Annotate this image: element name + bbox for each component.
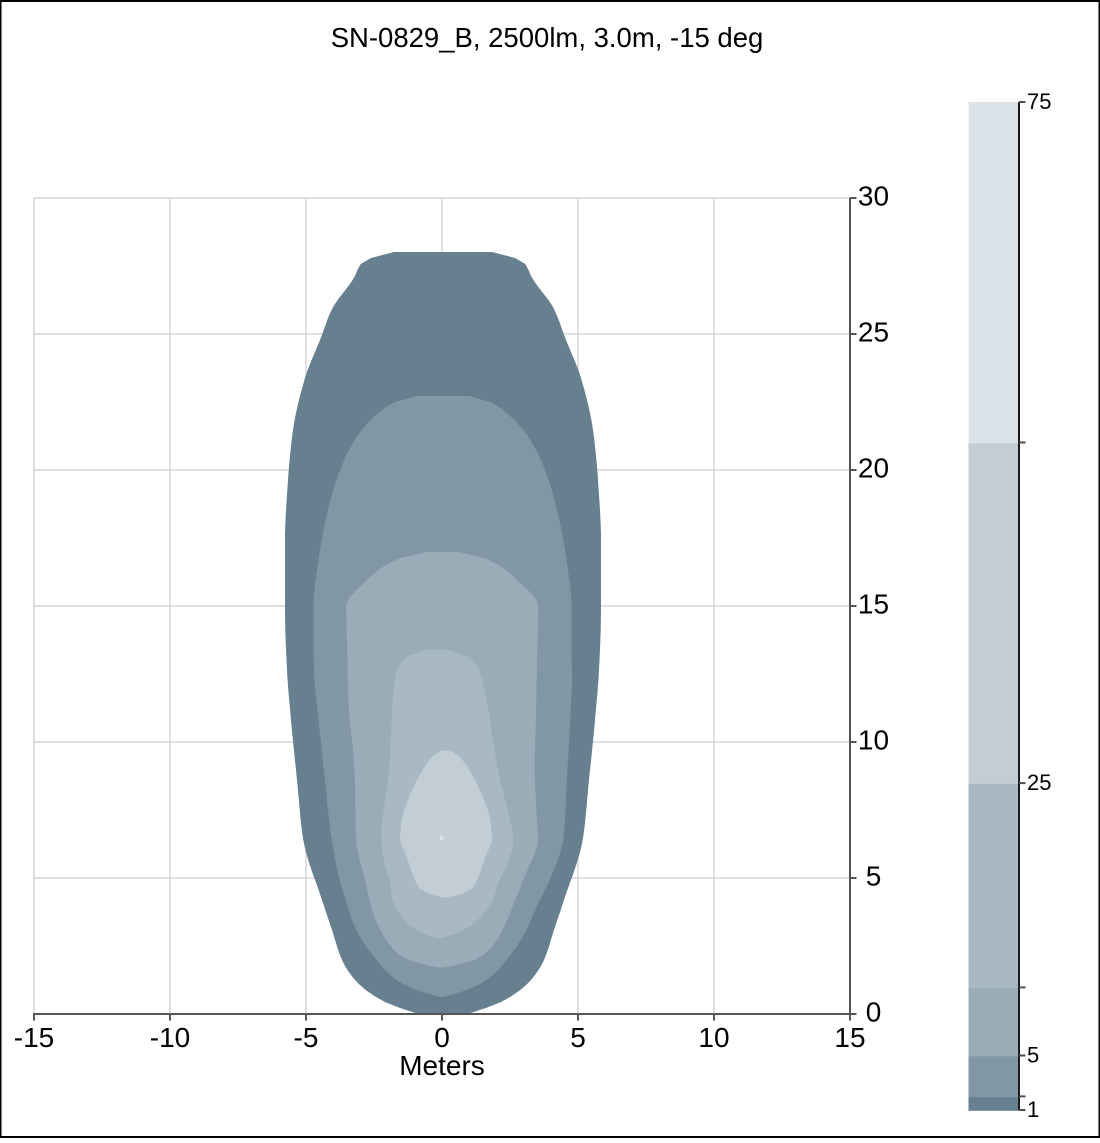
svg-text:-15: -15 [14, 1022, 54, 1053]
svg-text:5: 5 [570, 1022, 586, 1053]
svg-text:25: 25 [1027, 770, 1051, 795]
svg-text:25: 25 [858, 317, 889, 348]
svg-text:-5: -5 [294, 1022, 319, 1053]
svg-text:0: 0 [866, 997, 882, 1028]
svg-text:20: 20 [858, 453, 889, 484]
svg-text:30: 30 [858, 181, 889, 212]
svg-text:10: 10 [858, 725, 889, 756]
svg-text:1: 1 [1027, 1097, 1039, 1122]
svg-text:5: 5 [866, 861, 882, 892]
svg-text:0: 0 [434, 1022, 450, 1053]
svg-text:SN-0829_B, 2500lm, 3.0m, -15 d: SN-0829_B, 2500lm, 3.0m, -15 deg [331, 22, 764, 53]
svg-text:15: 15 [834, 1022, 865, 1053]
svg-text:-10: -10 [150, 1022, 190, 1053]
svg-text:75: 75 [1027, 89, 1051, 114]
svg-text:10: 10 [698, 1022, 729, 1053]
svg-text:15: 15 [858, 589, 889, 620]
svg-text:Meters: Meters [399, 1050, 485, 1081]
svg-text:5: 5 [1027, 1043, 1039, 1068]
